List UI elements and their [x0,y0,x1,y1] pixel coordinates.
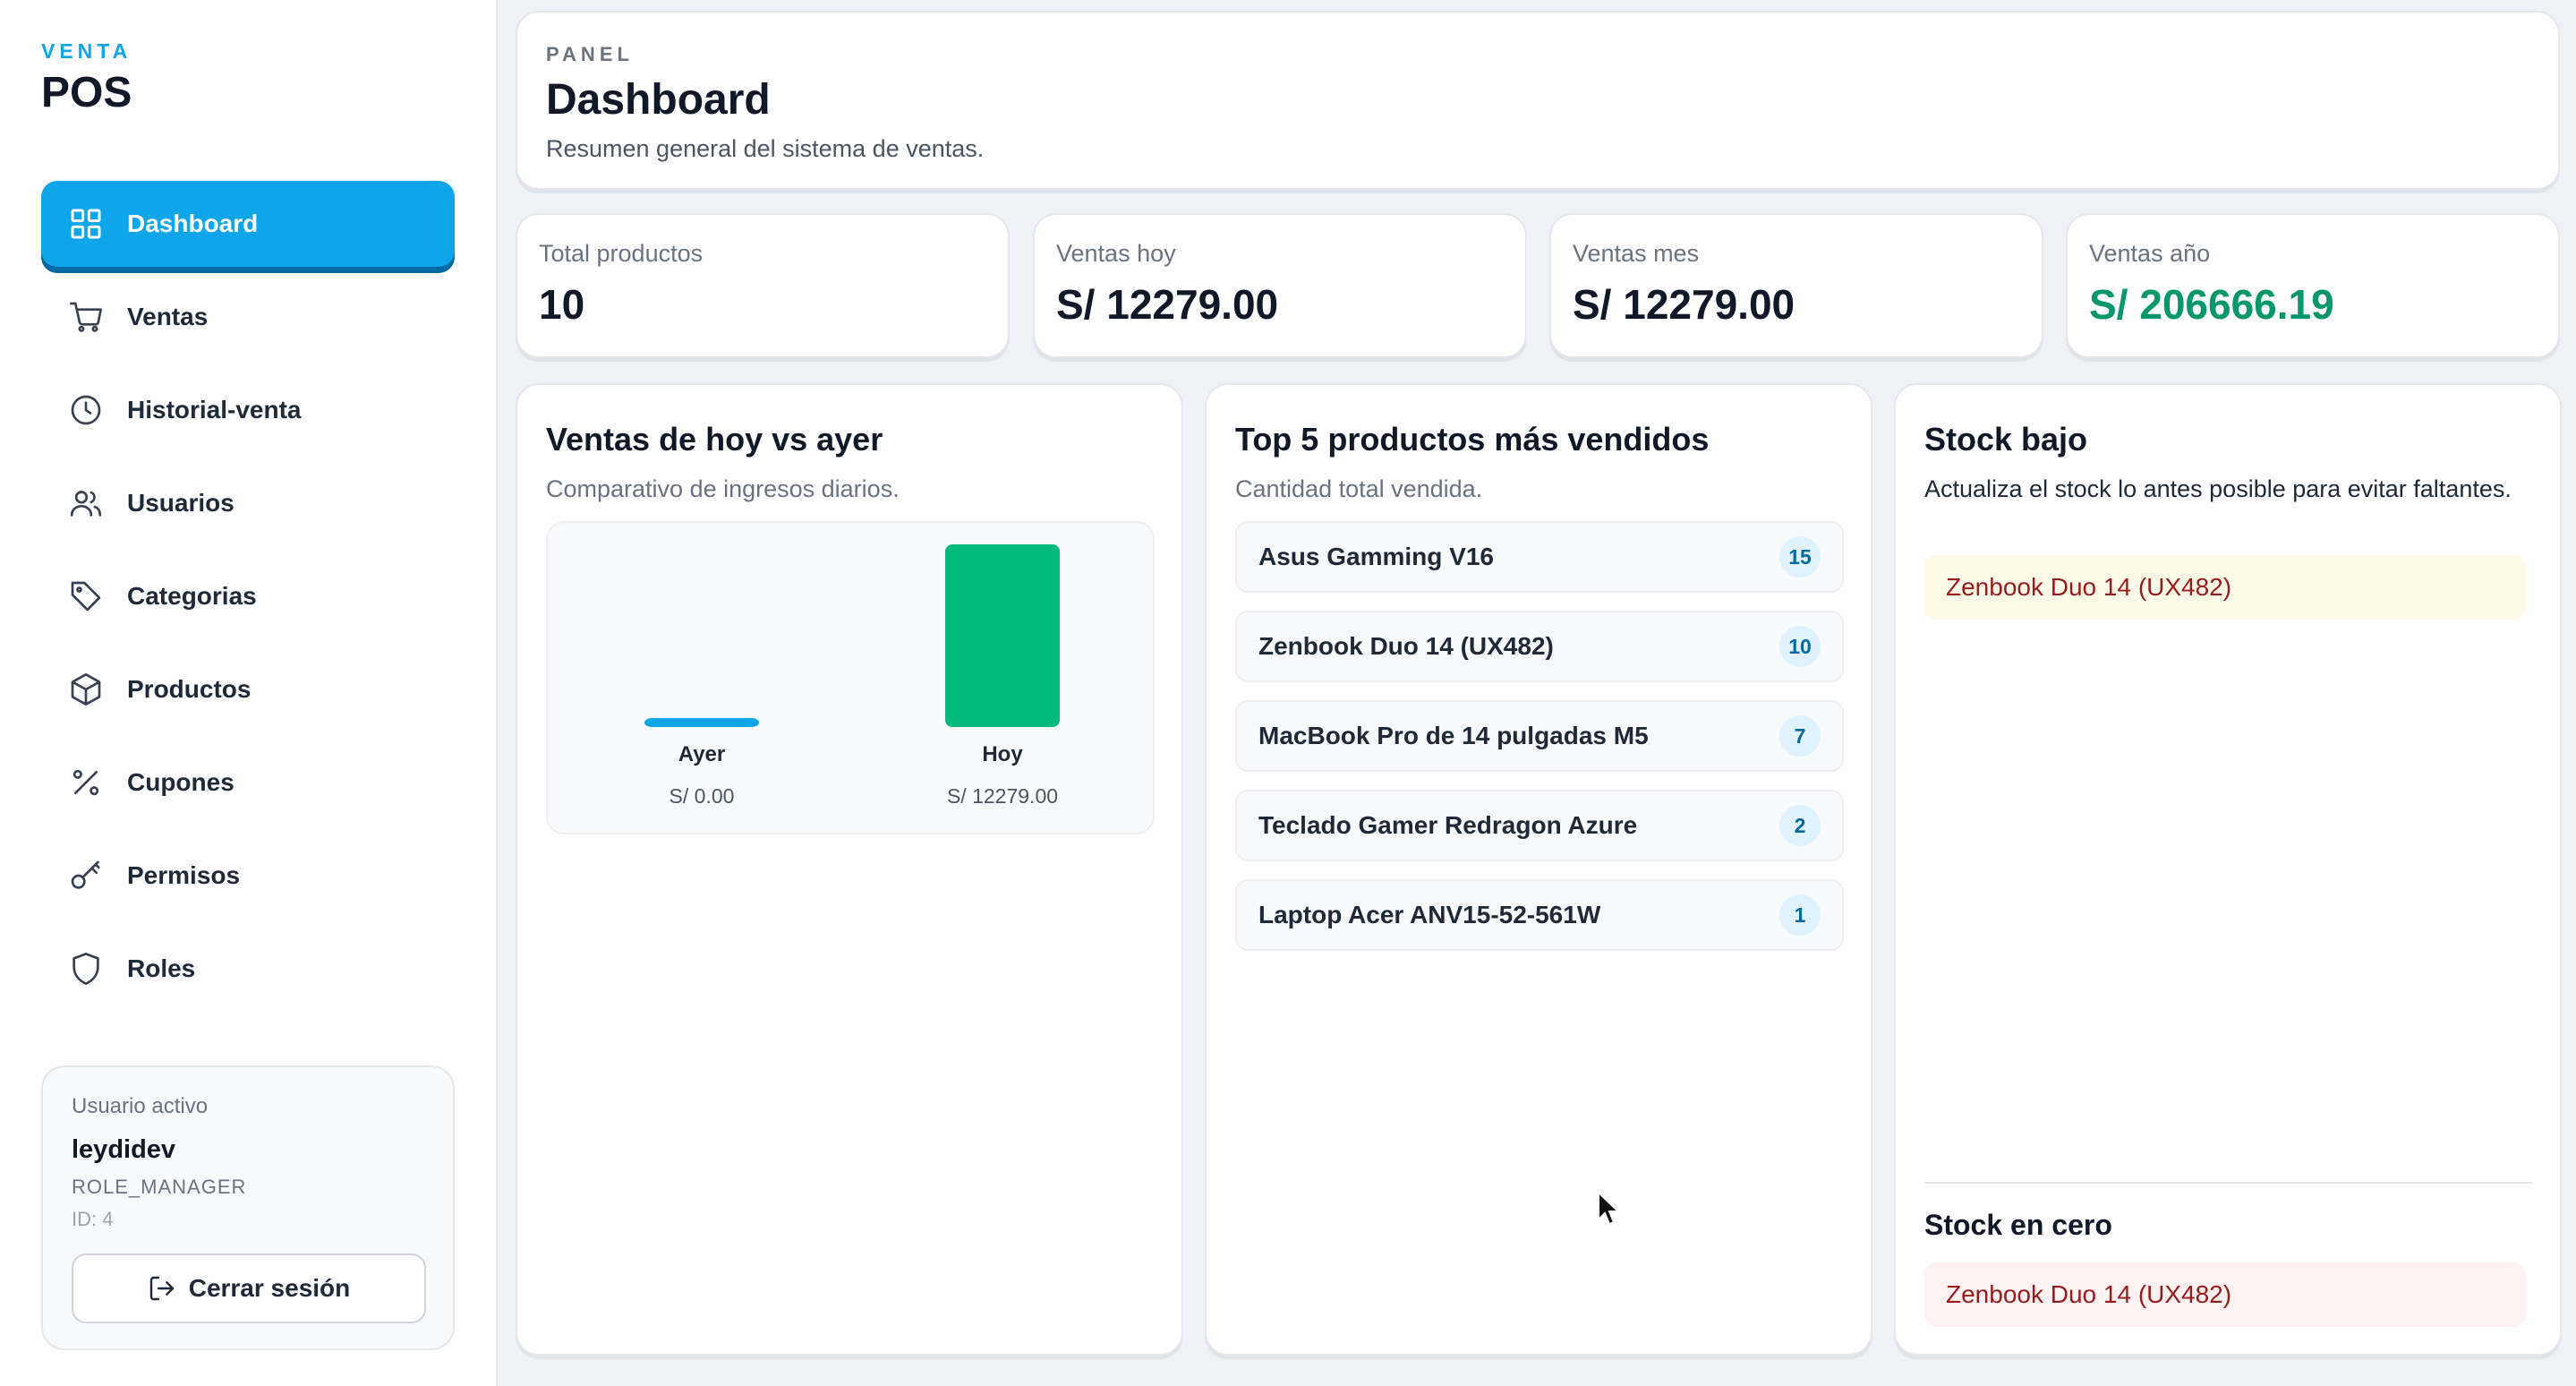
stat-label: Ventas año [2089,240,2211,267]
sidebar-item-usuarios[interactable]: Usuarios [41,460,455,546]
page-kicker: PANEL [546,43,634,65]
stat-card-ventas-anio: Ventas año S/ 206666.19 [2066,213,2560,358]
sidebar-item-categorias[interactable]: Categorias [41,553,455,639]
stat-label: Ventas hoy [1056,240,1176,267]
list-item: Zenbook Duo 14 (UX482) 10 [1235,611,1844,682]
sidebar-nav: Dashboard Ventas Historial-venta Usuario… [41,181,455,1019]
list-item: Asus Gamming V16 15 [1235,521,1844,593]
sidebar-item-label: Productos [127,675,252,703]
panel-title: Ventas de hoy vs ayer [546,421,883,458]
sidebar-item-ventas[interactable]: Ventas [41,274,455,360]
stat-value: S/ 12279.00 [1573,281,1796,328]
stat-value: 10 [539,281,585,328]
stat-card-ventas-mes: Ventas mes S/ 12279.00 [1549,213,2043,358]
sales-bar-chart: Ayer S/ 0.00 Hoy S/ 12279.00 [546,521,1155,834]
sidebar-item-permisos[interactable]: Permisos [41,833,455,919]
brand-title: POS [41,69,132,116]
list-item: Teclado Gamer Redragon Azure 2 [1235,790,1844,861]
divider [1924,1182,2533,1184]
panel-title: Top 5 productos más vendidos [1235,421,1710,458]
stock-low-subtitle: Actualiza el stock lo antes posible para… [1924,475,2512,502]
stock-panel: Stock bajo Actualiza el stock lo antes p… [1894,383,2562,1356]
sidebar-item-historial-venta[interactable]: Historial-venta [41,367,455,453]
stock-low-item: Zenbook Duo 14 (UX482) [1924,555,2526,620]
quantity-badge: 15 [1779,536,1821,578]
category-label: Hoy [982,742,1023,766]
sidebar-item-label: Cupones [127,768,235,796]
sidebar-item-label: Ventas [127,303,209,330]
sidebar-item-cupones[interactable]: Cupones [41,740,455,826]
panel-subtitle: Comparativo de ingresos diarios. [546,475,900,502]
product-name: Asus Gamming V16 [1258,543,1494,570]
sidebar-item-productos[interactable]: Productos [41,646,455,732]
sidebar-item-label: Usuarios [127,489,235,517]
sidebar-item-roles[interactable]: Roles [41,926,455,1012]
stat-card-ventas-hoy: Ventas hoy S/ 12279.00 [1033,213,1527,358]
users-icon [68,485,104,521]
product-name: Zenbook Duo 14 (UX482) [1258,632,1554,660]
cart-icon [68,299,104,335]
quantity-badge: 2 [1779,805,1821,846]
clock-icon [68,392,104,428]
page-title: Dashboard [546,76,771,124]
logout-label: Cerrar sesión [188,1274,351,1302]
page-subtitle: Resumen general del sistema de ventas. [546,135,985,162]
sidebar-item-dashboard[interactable]: Dashboard [41,181,455,267]
page-header: PANEL Dashboard Resumen general del sist… [516,11,2560,190]
brand-kicker: VENTA [41,39,132,63]
logout-button[interactable]: Cerrar sesión [72,1253,426,1323]
sidebar-item-label: Permisos [127,861,241,889]
mouse-cursor-icon [1598,1191,1620,1226]
bar-hoy [945,544,1060,727]
stat-value: S/ 12279.00 [1056,281,1279,328]
sales-comparison-panel: Ventas de hoy vs ayer Comparativo de ing… [516,383,1183,1356]
quantity-badge: 7 [1779,715,1821,757]
list-item: Laptop Acer ANV15-52-561W 1 [1235,879,1844,951]
bar-ayer [644,718,759,727]
value-label: S/ 0.00 [670,784,735,808]
stock-zero-title: Stock en cero [1924,1209,2112,1241]
sidebar-item-label: Categorias [127,582,257,610]
stat-label: Ventas mes [1573,240,1700,267]
list-item: MacBook Pro de 14 pulgadas M5 7 [1235,700,1844,772]
sidebar-item-label: Dashboard [127,210,259,237]
key-icon [68,858,104,894]
stat-value: S/ 206666.19 [2089,281,2334,328]
category-label: Ayer [678,742,725,766]
sidebar-item-label: Historial-venta [127,396,302,424]
sidebar-item-label: Roles [127,954,196,982]
logout-icon [149,1276,174,1301]
box-icon [68,672,104,707]
user-role: ROLE_MANAGER [72,1176,247,1198]
stat-label: Total productos [539,240,704,267]
active-user-card: Usuario activo leydidev ROLE_MANAGER ID:… [41,1065,455,1350]
product-name: Laptop Acer ANV15-52-561W [1258,901,1601,928]
quantity-badge: 1 [1779,894,1821,936]
user-id: ID: 4 [72,1208,114,1230]
percent-icon [68,765,104,800]
user-name: leydidev [72,1135,176,1164]
top-products-list: Asus Gamming V16 15 Zenbook Duo 14 (UX48… [1235,521,1844,969]
stock-low-title: Stock bajo [1924,421,2088,458]
stock-zero-item: Zenbook Duo 14 (UX482) [1924,1262,2526,1327]
grid-icon [68,206,104,242]
panel-subtitle: Cantidad total vendida. [1235,475,1483,502]
shield-icon [68,951,104,987]
quantity-badge: 10 [1779,626,1821,667]
product-name: Teclado Gamer Redragon Azure [1258,811,1638,839]
user-card-label: Usuario activo [72,1094,209,1118]
tag-icon [68,578,104,614]
value-label: S/ 12279.00 [947,784,1058,808]
product-name: MacBook Pro de 14 pulgadas M5 [1258,722,1649,749]
stat-card-total-productos: Total productos 10 [516,213,1010,358]
chart-svg: Ayer S/ 0.00 Hoy S/ 12279.00 [644,544,1060,808]
sidebar: VENTA POS Dashboard Ventas Historial-ven… [0,0,498,1386]
top-products-panel: Top 5 productos más vendidos Cantidad to… [1205,383,1872,1356]
